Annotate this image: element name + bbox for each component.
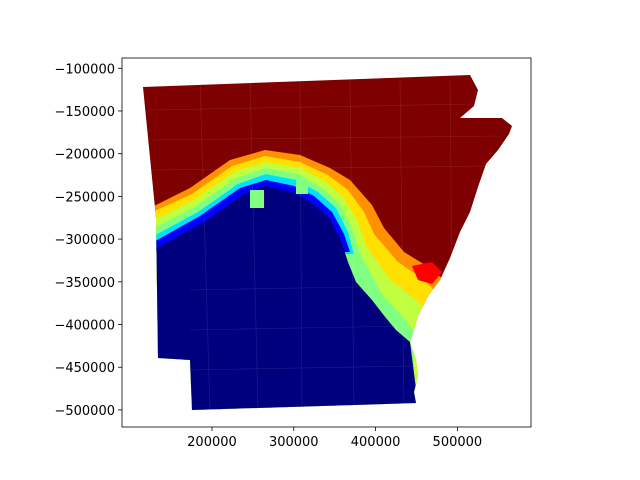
y-tick-label: −400000 xyxy=(54,319,115,334)
x-tick-label: 200000 xyxy=(187,435,237,450)
y-tick-label: −200000 xyxy=(54,148,115,163)
y-tick-label: −500000 xyxy=(54,404,115,419)
x-tick-label: 300000 xyxy=(269,435,319,450)
y-axis: −100000 −150000 −200000 −250000 −300000 −3500… xyxy=(54,62,122,419)
state-region xyxy=(143,75,512,410)
y-tick-label: −100000 xyxy=(54,62,115,77)
y-tick-label: −300000 xyxy=(54,233,115,248)
x-axis: 200000 300000 400000 500000 xyxy=(187,427,482,450)
y-tick-label: −250000 xyxy=(54,190,115,205)
axes-frame xyxy=(121,57,532,428)
county-boundaries xyxy=(149,79,501,410)
patch-green-west xyxy=(250,190,264,208)
y-tick-label: −450000 xyxy=(54,361,115,376)
x-tick-label: 500000 xyxy=(433,435,483,450)
patch-red-east xyxy=(412,262,442,284)
y-tick-label: −350000 xyxy=(54,276,115,291)
region-dark-blue-south xyxy=(143,186,420,410)
x-tick-label: 400000 xyxy=(351,435,401,450)
y-tick-label: −150000 xyxy=(54,105,115,120)
patch-green-center xyxy=(296,180,308,194)
